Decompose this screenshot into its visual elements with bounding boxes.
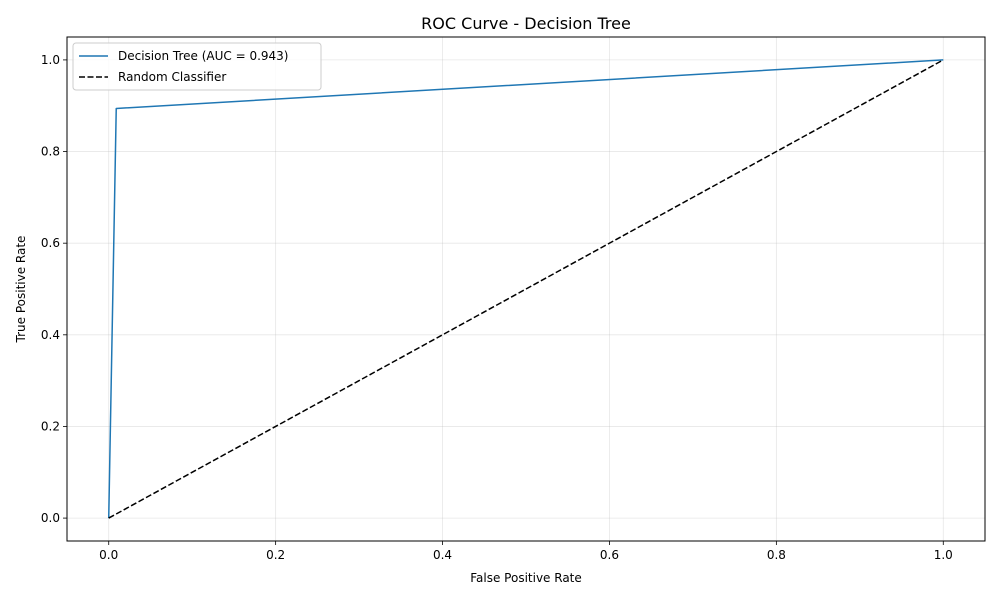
x-axis-label: False Positive Rate xyxy=(470,571,582,585)
x-tick-label: 0.4 xyxy=(433,548,452,562)
x-tick-label: 1.0 xyxy=(934,548,953,562)
chart-title: ROC Curve - Decision Tree xyxy=(421,14,631,33)
series-layer xyxy=(107,59,944,519)
legend: Decision Tree (AUC = 0.943) Random Class… xyxy=(72,42,322,91)
legend-label-decision-tree: Decision Tree (AUC = 0.943) xyxy=(118,49,289,63)
x-tick-label: 0.2 xyxy=(266,548,285,562)
x-tick-label: 0.8 xyxy=(767,548,786,562)
ticks-layer: 0.0 0.2 0.4 0.6 0.8 1.0 0.0 0.2 0.4 0.6 0.8 1.0 xyxy=(41,53,953,562)
y-tick-label: 0.2 xyxy=(41,419,60,433)
y-tick-label: 1.0 xyxy=(41,53,60,67)
x-tick-label: 0.0 xyxy=(99,548,118,562)
y-tick-label: 0.8 xyxy=(41,145,60,159)
legend-label-random-classifier: Random Classifier xyxy=(118,70,226,84)
grid-layer xyxy=(67,37,985,541)
axes-frame xyxy=(66,36,986,542)
y-axis-label: True Positive Rate xyxy=(14,236,28,344)
legend-box xyxy=(72,42,322,91)
x-tick-label: 0.6 xyxy=(600,548,619,562)
y-tick-label: 0.4 xyxy=(41,328,60,342)
y-tick-label: 0.0 xyxy=(41,511,60,525)
series-line-random-classifier xyxy=(108,59,944,519)
series-line-decision-tree xyxy=(107,59,944,519)
y-tick-label: 0.6 xyxy=(41,236,60,250)
